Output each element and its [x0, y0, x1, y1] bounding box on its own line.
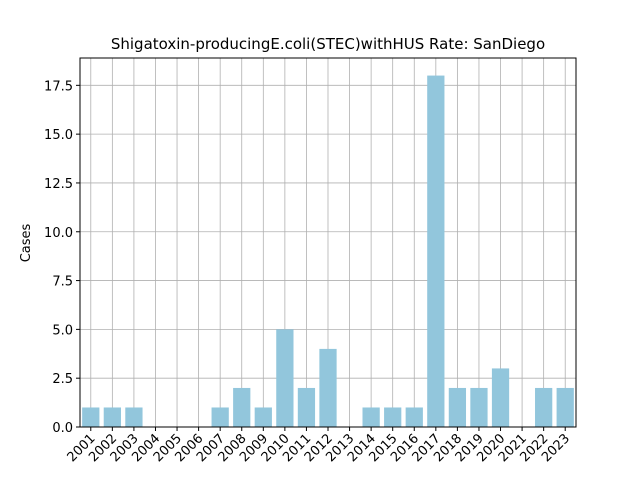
bar	[103, 407, 121, 427]
bar	[362, 407, 380, 427]
bar	[556, 387, 574, 427]
bar	[254, 407, 272, 427]
y-tick-label: 7.5	[52, 275, 73, 290]
bar	[233, 387, 251, 427]
bar	[470, 387, 488, 427]
bar	[319, 348, 337, 427]
bar	[211, 407, 229, 427]
bar	[297, 387, 316, 427]
bar	[125, 407, 143, 427]
bar	[535, 387, 553, 427]
bar	[384, 407, 402, 427]
chart-title: Shigatoxin-producingE.coli(STEC)withHUS …	[111, 35, 545, 53]
y-tick-label: 17.5	[44, 79, 73, 94]
bar	[448, 387, 467, 427]
bar	[427, 75, 445, 428]
y-tick-label: 2.5	[52, 372, 73, 387]
y-tick-label: 15.0	[44, 128, 73, 143]
bar	[82, 407, 100, 427]
y-tick-label: 10.0	[44, 226, 73, 241]
y-axis-label: Cases	[19, 223, 34, 262]
bar	[405, 407, 423, 427]
plot-area	[80, 58, 576, 428]
y-tick-label: 5.0	[52, 323, 73, 338]
bar	[491, 368, 510, 427]
axes-frame	[79, 57, 577, 428]
y-tick-label: 12.5	[44, 177, 73, 192]
y-tick-label: 0.0	[52, 421, 73, 436]
bar	[276, 329, 294, 427]
